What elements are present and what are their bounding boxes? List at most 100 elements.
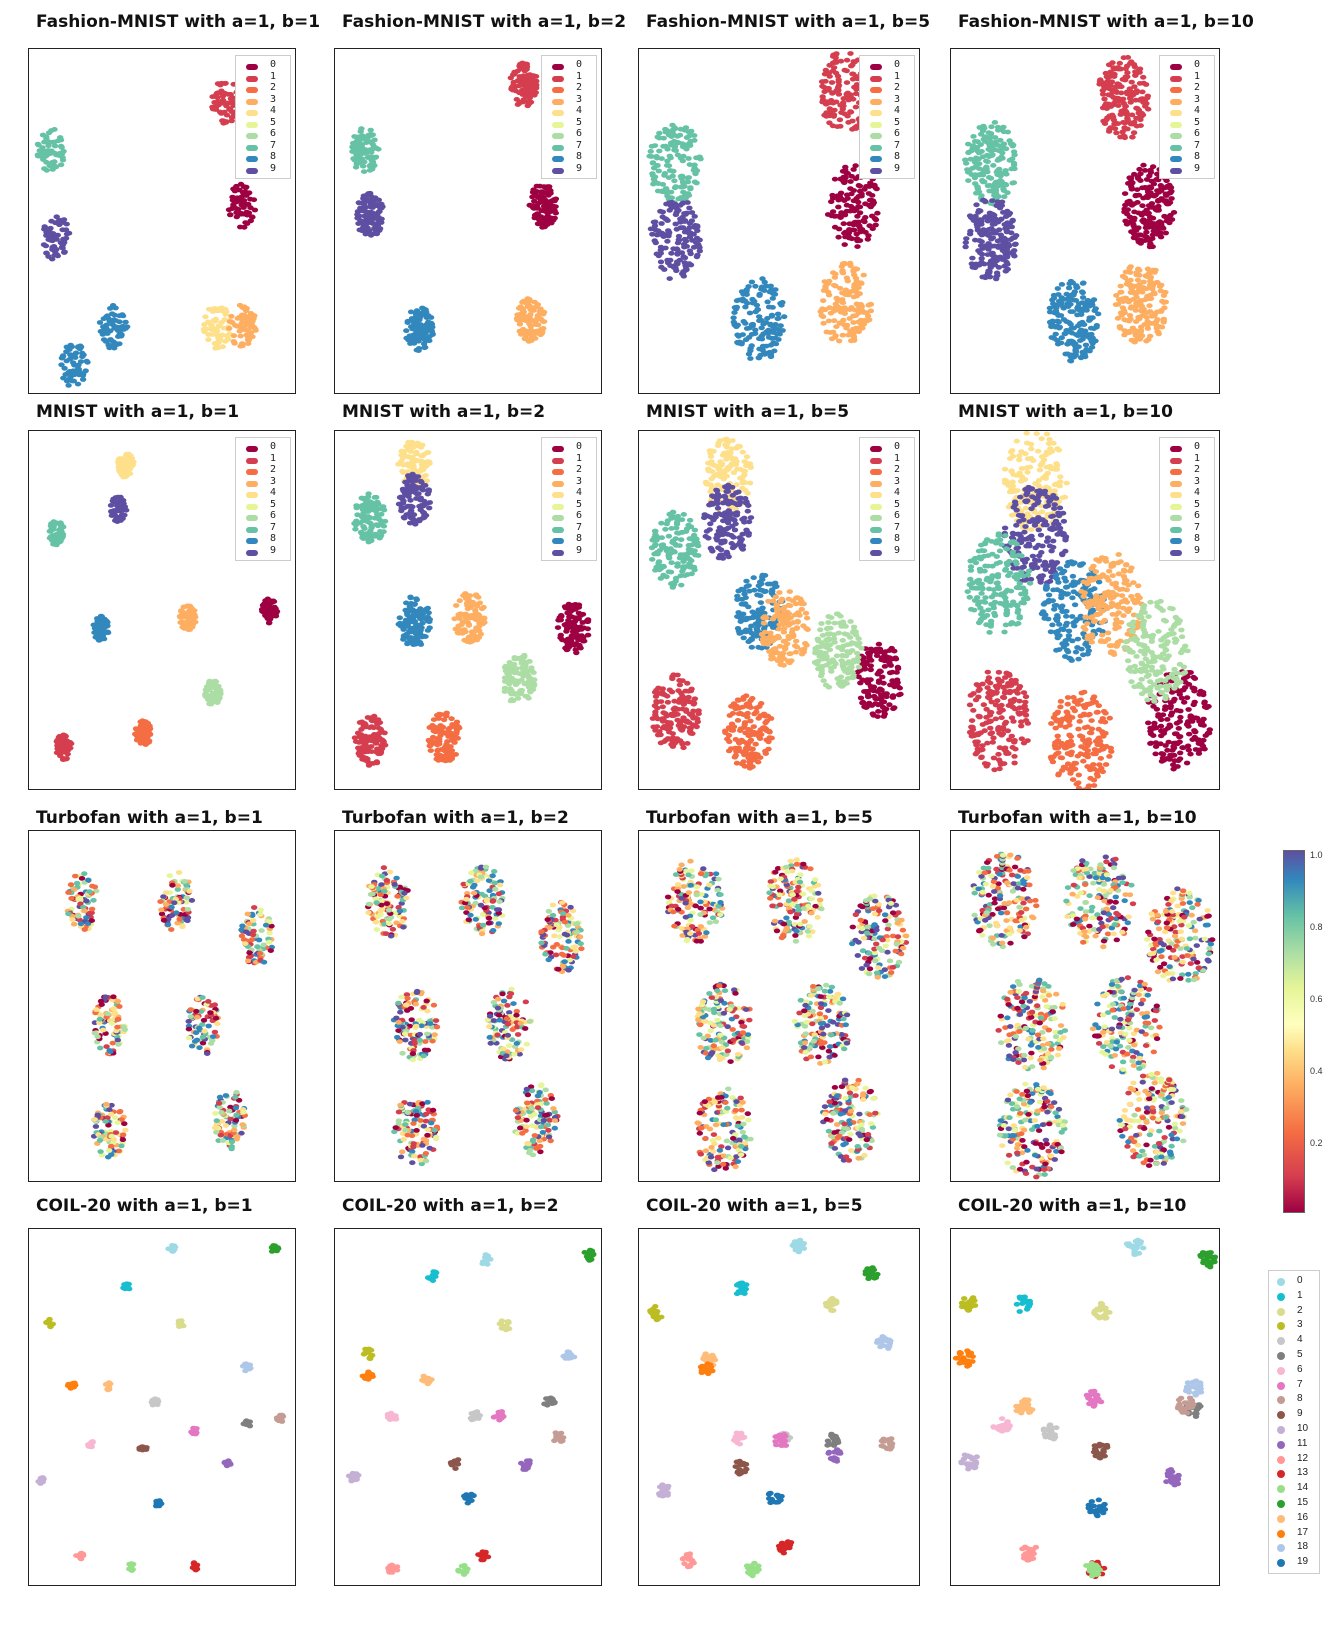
data-point <box>856 188 864 194</box>
data-point <box>656 130 663 136</box>
data-point <box>1137 171 1144 177</box>
data-point <box>428 328 435 334</box>
data-point <box>98 635 105 640</box>
data-point <box>983 158 990 164</box>
legend-label: 9 <box>270 544 277 556</box>
data-point <box>407 510 414 516</box>
data-point <box>1139 203 1146 209</box>
data-point <box>839 168 847 174</box>
data-point <box>209 690 217 696</box>
data-point <box>877 692 885 697</box>
data-point <box>828 199 835 205</box>
data-point <box>376 204 384 210</box>
data-point <box>1121 332 1128 338</box>
data-point <box>369 718 376 724</box>
data-point <box>367 190 374 196</box>
cluster-0 <box>1121 162 1178 250</box>
data-point <box>664 193 671 199</box>
data-point <box>413 449 420 455</box>
data-point <box>991 120 999 125</box>
data-point <box>893 670 900 675</box>
data-point <box>877 649 885 655</box>
data-point <box>41 226 48 232</box>
data-point <box>99 332 107 337</box>
data-point <box>1133 303 1140 309</box>
legend-label: 6 <box>576 510 583 521</box>
data-point <box>854 244 861 250</box>
data-point <box>122 319 129 325</box>
data-point <box>840 103 847 109</box>
data-point <box>655 685 662 691</box>
legend-item: 4 <box>236 487 290 501</box>
data-point <box>852 91 860 97</box>
data-point <box>355 221 362 227</box>
data-point <box>541 190 548 196</box>
data-point <box>377 533 385 538</box>
data-point <box>43 167 50 173</box>
data-point <box>528 338 535 343</box>
data-point <box>414 486 421 491</box>
data-point <box>215 339 222 345</box>
data-point <box>238 316 245 322</box>
data-point <box>777 301 784 306</box>
data-point <box>663 216 670 222</box>
data-point <box>856 280 863 286</box>
data-point <box>742 304 749 310</box>
data-point <box>373 213 380 218</box>
data-point <box>657 247 664 253</box>
data-point <box>112 318 119 323</box>
data-point <box>841 311 848 316</box>
data-point <box>132 726 140 731</box>
data-point <box>1139 313 1146 318</box>
data-point <box>745 351 753 357</box>
cluster-9 <box>647 199 703 281</box>
cluster-2 <box>722 693 775 771</box>
data-point <box>237 224 244 230</box>
data-point <box>1093 323 1100 328</box>
data-point <box>396 501 404 507</box>
legend-label: 8 <box>270 151 277 162</box>
data-point <box>245 210 253 216</box>
legend-label: 5 <box>1194 116 1201 128</box>
data-point <box>671 178 678 184</box>
cluster-8 <box>1046 278 1102 364</box>
data-point <box>872 696 879 702</box>
data-point <box>530 73 537 78</box>
legend-swatch <box>246 480 258 487</box>
data-point <box>84 359 91 365</box>
data-point <box>981 179 988 185</box>
data-point <box>470 601 477 607</box>
data-point <box>407 629 414 635</box>
data-point <box>566 642 574 647</box>
data-point <box>66 356 74 362</box>
data-point <box>53 237 60 242</box>
data-point <box>690 708 697 714</box>
data-point <box>1133 233 1140 238</box>
data-point <box>53 252 60 257</box>
data-point <box>742 321 749 326</box>
data-point <box>58 536 65 541</box>
data-point <box>145 731 152 737</box>
data-point <box>554 625 562 630</box>
data-point <box>1124 199 1131 205</box>
legend-label: 9 <box>270 162 277 174</box>
data-point <box>356 137 363 143</box>
data-point <box>214 699 221 705</box>
data-point <box>377 529 384 534</box>
data-point <box>250 197 258 203</box>
data-point <box>517 314 524 320</box>
data-point <box>534 313 542 318</box>
data-point <box>1149 232 1157 238</box>
legend-label: 3 <box>270 475 277 487</box>
data-point <box>1102 70 1109 76</box>
data-point <box>676 682 684 688</box>
data-point <box>1135 266 1142 272</box>
data-point <box>580 625 588 631</box>
data-point <box>1134 237 1142 243</box>
legend-item: 1 <box>236 71 290 85</box>
data-point <box>415 348 422 353</box>
data-point <box>983 166 990 172</box>
data-point <box>135 730 142 735</box>
data-point <box>42 243 50 249</box>
data-point <box>670 168 677 174</box>
